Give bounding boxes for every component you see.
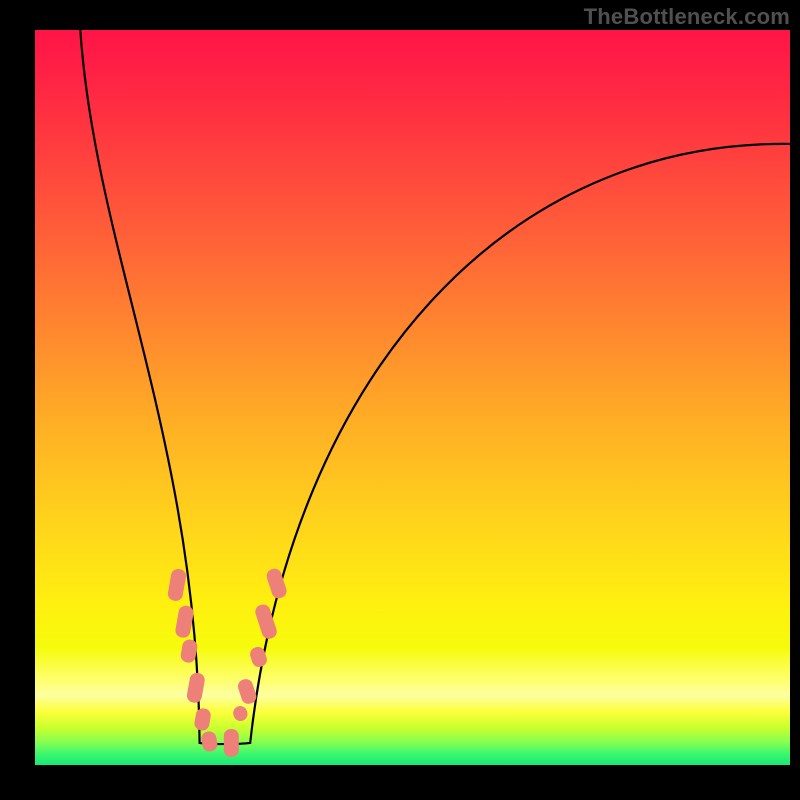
chart-svg	[0, 0, 800, 800]
chart-root: TheBottleneck.com	[0, 0, 800, 800]
gradient-background	[35, 30, 790, 765]
marker-pill	[224, 729, 239, 757]
watermark-text: TheBottleneck.com	[584, 4, 790, 30]
plot-area	[35, 30, 790, 765]
